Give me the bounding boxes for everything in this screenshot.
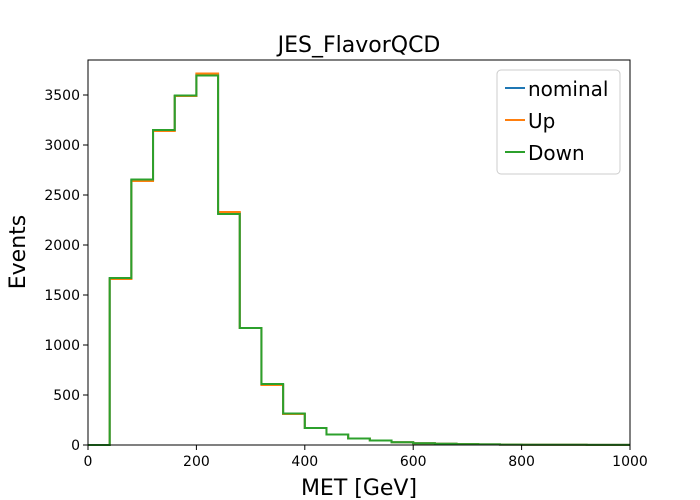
x-tick-label: 600	[400, 454, 427, 470]
legend-item: nominal	[505, 77, 608, 101]
y-tick-label: 3000	[44, 138, 80, 154]
x-tick-label: 1000	[612, 454, 648, 470]
x-tick-label: 200	[183, 454, 210, 470]
legend-item: Down	[505, 141, 585, 165]
x-tick-label: 400	[291, 454, 318, 470]
y-tick-label: 0	[71, 438, 80, 454]
y-tick-label: 2500	[44, 188, 80, 204]
y-tick-label: 2000	[44, 238, 80, 254]
legend-label: Down	[528, 141, 585, 165]
y-axis-label: Events	[6, 215, 31, 290]
x-tick-label: 0	[84, 454, 93, 470]
legend-item: Up	[505, 109, 555, 133]
y-tick-label: 1500	[44, 288, 80, 304]
legend-label: Up	[528, 109, 555, 133]
x-axis-label: MET [GeV]	[301, 476, 417, 500]
y-tick-label: 500	[53, 388, 80, 404]
y-axis: 0 500 1000 1500 2000 2500 3000 3500	[44, 88, 88, 454]
legend-label: nominal	[528, 77, 608, 101]
y-tick-label: 3500	[44, 88, 80, 104]
legend-box	[496, 69, 621, 175]
x-tick-label: 800	[508, 454, 535, 470]
chart-title: JES_FlavorQCD	[276, 33, 441, 58]
x-axis: 0 200 400 600 800 1000	[84, 445, 648, 470]
legend: nominal Up Down	[496, 69, 621, 175]
y-tick-label: 1000	[44, 338, 80, 354]
plot-frame	[87, 59, 631, 446]
